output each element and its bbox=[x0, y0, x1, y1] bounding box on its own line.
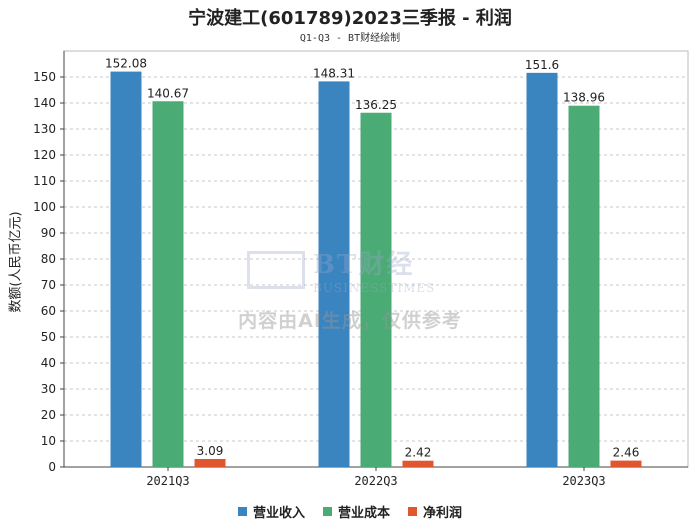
legend-label-net-profit: 净利润 bbox=[423, 506, 463, 521]
chart-subtitle: Q1-Q3 - BT财经绘制 bbox=[299, 33, 401, 44]
legend-item-cost: 营业成本 bbox=[322, 502, 390, 521]
bar-value-label: 140.67 bbox=[147, 86, 189, 100]
y-tick-label: 40 bbox=[41, 356, 56, 370]
bar bbox=[110, 71, 142, 467]
y-tick-label: 80 bbox=[41, 252, 56, 266]
bar bbox=[610, 460, 642, 467]
watermark-brand-sub: BUSINESSTIMES bbox=[313, 281, 436, 295]
watermark-logo-icon bbox=[247, 250, 305, 289]
x-tick-label: 2023Q3 bbox=[562, 474, 605, 488]
legend: 营业收入 营业成本 净利润 bbox=[0, 502, 700, 521]
y-tick-label: 90 bbox=[41, 226, 56, 240]
legend-item-net-profit: 净利润 bbox=[408, 502, 462, 521]
y-tick-label: 110 bbox=[33, 174, 56, 188]
bar-value-label: 148.31 bbox=[313, 66, 355, 80]
y-tick-label: 140 bbox=[33, 96, 56, 110]
watermark-logo: BT财经 BUSINESSTIMES bbox=[247, 244, 435, 295]
bar-value-label: 138.96 bbox=[563, 91, 605, 105]
x-tick-label: 2022Q3 bbox=[354, 474, 397, 488]
y-tick-label: 20 bbox=[41, 408, 56, 422]
chart-title: 宁波建工(601789)2023三季报 - 利润 bbox=[188, 8, 512, 29]
bar bbox=[318, 81, 350, 468]
legend-swatch-cost bbox=[322, 507, 332, 516]
bar-value-label: 136.25 bbox=[355, 98, 397, 112]
bar bbox=[568, 105, 600, 467]
y-tick-label: 60 bbox=[41, 304, 56, 318]
y-tick-label: 150 bbox=[33, 70, 56, 84]
watermark-brand: BT财经 bbox=[313, 250, 415, 280]
y-tick-label: 120 bbox=[33, 148, 56, 162]
y-tick-label: 0 bbox=[48, 460, 56, 474]
bar bbox=[194, 458, 226, 467]
y-tick-label: 30 bbox=[41, 382, 56, 396]
bar bbox=[526, 72, 558, 467]
legend-swatch-net-profit bbox=[408, 507, 417, 516]
legend-label-revenue: 营业收入 bbox=[252, 506, 305, 521]
bar bbox=[152, 101, 184, 468]
y-tick-label: 70 bbox=[41, 278, 56, 292]
bar bbox=[402, 460, 434, 467]
y-tick-label: 50 bbox=[41, 330, 56, 344]
bar-value-label: 3.09 bbox=[197, 444, 224, 458]
y-tick-label: 100 bbox=[33, 200, 56, 214]
bar bbox=[360, 112, 392, 467]
y-tick-label: 10 bbox=[41, 434, 56, 448]
watermark-note: 内容由AI生成，仅供参考 bbox=[238, 310, 462, 332]
x-tick-label: 2021Q3 bbox=[146, 474, 189, 488]
legend-swatch-revenue bbox=[237, 507, 247, 516]
bar-value-label: 2.46 bbox=[613, 446, 640, 460]
bar-value-label: 151.6 bbox=[525, 58, 559, 72]
bar-value-label: 2.42 bbox=[405, 446, 432, 460]
legend-item-revenue: 营业收入 bbox=[237, 502, 305, 521]
y-tick-label: 130 bbox=[33, 122, 56, 136]
legend-label-cost: 营业成本 bbox=[337, 506, 390, 521]
bar-value-label: 152.08 bbox=[105, 57, 147, 71]
